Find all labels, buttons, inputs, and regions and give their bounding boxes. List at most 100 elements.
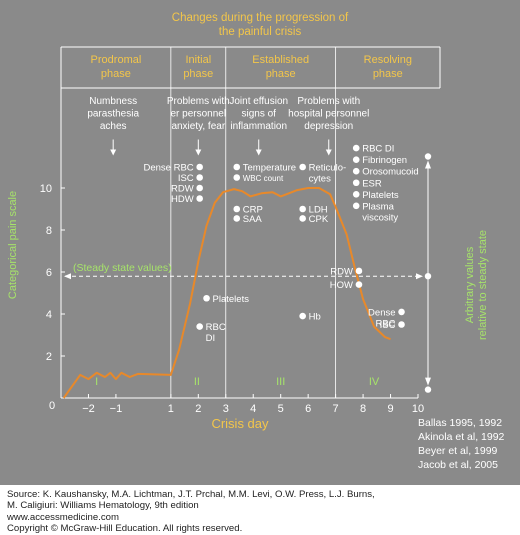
x-tick-label: −2 [82, 403, 95, 415]
source-line-2: M. Caligiuri: Williams Hematology, 9th e… [7, 500, 199, 512]
phase-event-2-line-3: anxiety, fear [171, 121, 225, 132]
marker-label: RBC DI [206, 322, 226, 344]
marker-dot [299, 205, 306, 213]
right-axis-arrow-up [425, 160, 431, 169]
pain-curve-series-1 [62, 187, 391, 399]
x-tick-label: 6 [305, 403, 311, 415]
x-tick-label: 7 [333, 403, 339, 415]
marker-dot [233, 215, 241, 222]
reference-line: Jacob et al, 2005 [418, 459, 498, 471]
marker-label: RDW [171, 184, 194, 195]
y-tick-label: 10 [40, 183, 52, 195]
marker-label: ISC [380, 320, 396, 331]
right-axis-arrow-down [425, 377, 431, 386]
marker-label: Platelets [362, 190, 399, 201]
marker-dot [299, 215, 306, 222]
marker-label: ESR [362, 178, 382, 189]
phase-numeral-I: I [95, 376, 98, 388]
pain-crisis-chart: Changes during the progression of the pai… [7, 12, 505, 471]
right-axis-title-line-2: relative to steady state [477, 230, 489, 340]
y-tick-label: 2 [46, 351, 52, 363]
marker-dot [355, 281, 363, 288]
phase-name-3-line-1: Established [252, 54, 309, 66]
right-axis-marker-1 [424, 153, 432, 160]
phase-name-4-line-1: Resolving [364, 54, 412, 66]
marker-label: HDW [171, 194, 194, 205]
marker-dot [233, 174, 241, 181]
phase-event-1-line-3: aches [100, 121, 127, 132]
marker-dot [299, 163, 306, 171]
steady-state-label: (Steady state values) [73, 262, 172, 274]
marker-label: Fibrinogen [362, 155, 407, 166]
phase-event-2-line-2: er personnel [171, 109, 227, 120]
steady-state-arrow-left [64, 273, 71, 280]
marker-label: SAA [243, 214, 263, 225]
marker-dot [352, 156, 360, 163]
website-link[interactable]: www.accessmedicine.com [7, 511, 119, 523]
marker-label: LDH [309, 205, 328, 216]
phase-event-2-line-1: Problems with [167, 96, 230, 107]
marker-label: Dense RBC [368, 307, 396, 329]
marker-dot [398, 308, 405, 316]
right-axis-marker-3 [424, 386, 432, 393]
marker-label: Temperature [243, 163, 296, 174]
phase-event-3-line-1: Joint effusion [229, 96, 288, 107]
phase-name-2-line-2: phase [183, 68, 213, 80]
x-axis-title: Crisis day [211, 416, 269, 431]
figure-panel: Changes during the progression of the pai… [0, 0, 520, 485]
marker-label: Reticulo-cytes [309, 163, 347, 185]
phase-event-1-line-1: Numbness [89, 96, 137, 107]
phase-event-1-line-2: parasthesia [87, 109, 139, 120]
event-arrow-head-4 [325, 149, 332, 156]
phase-name-1-line-1: Prodromal [91, 54, 142, 66]
y-tick-label: 6 [46, 267, 52, 279]
phase-event-4-line-2: hospital personnel [288, 109, 369, 120]
event-arrow-head-1 [110, 149, 117, 156]
origin-label: 0 [49, 400, 55, 412]
marker-dot [196, 323, 203, 330]
phase-name-3-line-2: phase [266, 68, 296, 80]
reference-line: Ballas 1995, 1992 [418, 417, 502, 429]
y-tick-label: 8 [46, 225, 52, 237]
marker-dot [352, 202, 360, 210]
phase-numeral-IV: IV [369, 376, 380, 388]
phase-event-3-line-2: signs of [241, 109, 276, 120]
marker-label: CPK [309, 214, 329, 225]
marker-dot [352, 167, 360, 175]
marker-dot [196, 184, 203, 192]
x-tick-label: 1 [168, 403, 174, 415]
chart-title-line-1: Changes during the progression of [172, 12, 349, 24]
steady-state-arrow-right [416, 273, 423, 280]
marker-label: Platelets [213, 294, 250, 305]
phase-numeral-III: III [276, 376, 285, 388]
marker-label: RBC DI [362, 144, 394, 155]
marker-label: CRP [243, 205, 263, 216]
marker-dot [352, 179, 360, 187]
x-tick-label: 8 [360, 403, 366, 415]
marker-label: Orosomucoid [362, 167, 419, 178]
marker-dot [203, 294, 210, 302]
marker-dot [196, 174, 203, 181]
x-tick-label: 4 [250, 403, 256, 415]
phase-name-2-line-1: Initial [185, 54, 211, 66]
credits: Source: K. Kaushansky, M.A. Lichtman, J.… [7, 489, 517, 535]
reference-line: Beyer et al, 1999 [418, 445, 498, 457]
marker-label: ISC [178, 173, 194, 184]
phase-name-1-line-2: phase [101, 68, 131, 80]
y-axis-title: Categorical pain scale [7, 191, 19, 299]
marker-dot [233, 205, 241, 213]
marker-dot [196, 195, 203, 202]
phase-event-4-line-1: Problems with [297, 96, 360, 107]
reference-line: Akinola et al, 1992 [418, 431, 505, 443]
x-tick-label: 3 [223, 403, 229, 415]
phase-numeral-II: II [194, 376, 200, 388]
x-tick-label: −1 [110, 403, 123, 415]
phase-event-4-line-3: depression [304, 121, 353, 132]
right-axis-title-line-1: Arbitrary values [464, 246, 476, 323]
event-arrow-head-2 [195, 149, 202, 156]
x-tick-label: 10 [412, 403, 424, 415]
chart-title-line-2: the painful crisis [219, 26, 302, 38]
event-arrow-head-3 [255, 149, 262, 156]
marker-label: Plasma viscosity [362, 201, 398, 223]
marker-label: WBC count [243, 174, 284, 183]
